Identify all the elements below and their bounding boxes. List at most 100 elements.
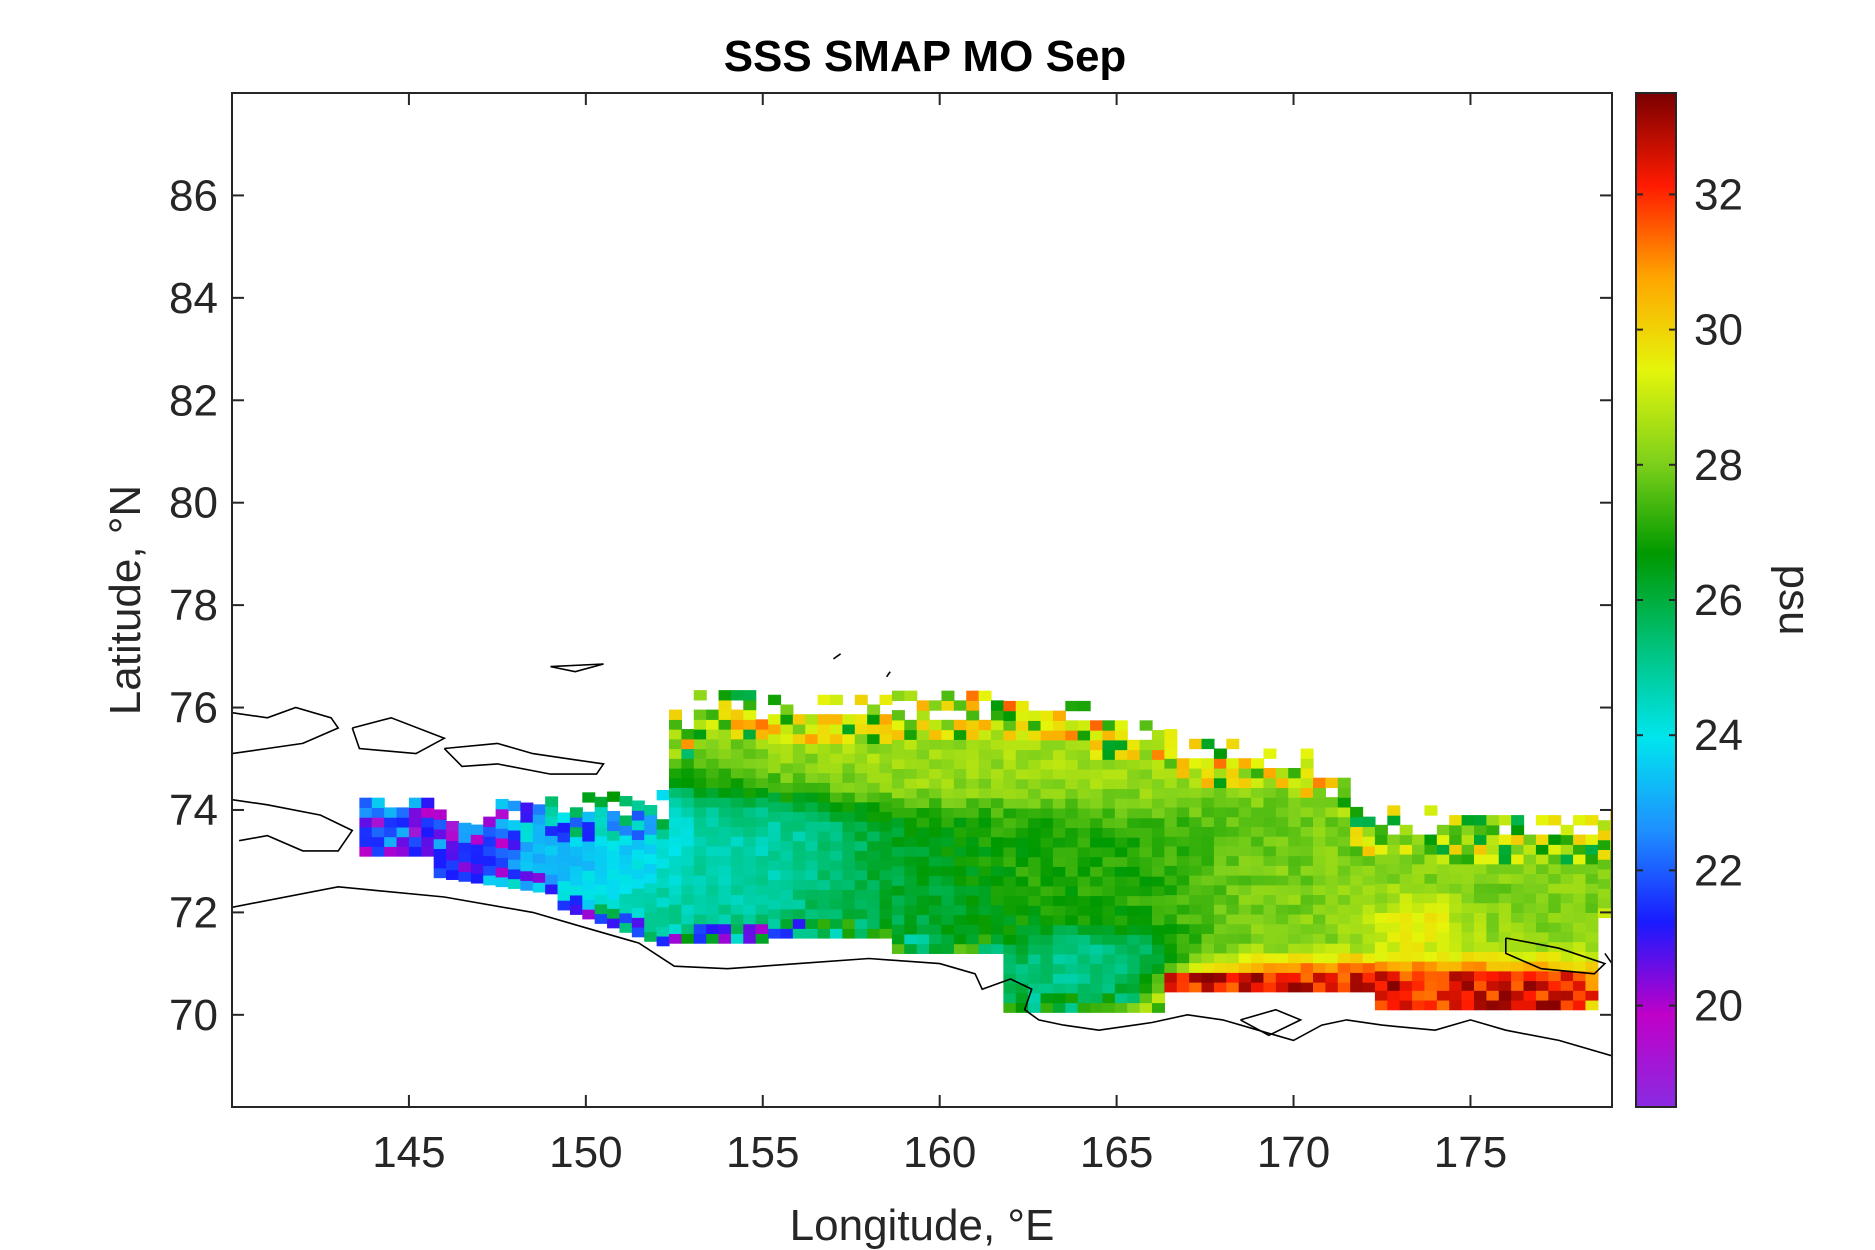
salinity-cell <box>1337 875 1351 886</box>
salinity-cell <box>1275 826 1289 837</box>
salinity-cell <box>681 845 695 857</box>
salinity-cell <box>1127 739 1141 751</box>
salinity-cell <box>1263 845 1277 857</box>
salinity-cell <box>1548 873 1562 884</box>
salinity-cell <box>1399 834 1413 845</box>
salinity-cell <box>817 908 831 920</box>
salinity-cell <box>706 836 720 847</box>
salinity-cell <box>1102 856 1116 867</box>
salinity-cell <box>706 875 720 886</box>
salinity-cell <box>1523 844 1537 855</box>
salinity-cell <box>1573 951 1587 962</box>
salinity-cell <box>1498 951 1512 962</box>
salinity-cell <box>991 710 1004 721</box>
salinity-cell <box>706 787 720 798</box>
salinity-cell <box>867 743 881 754</box>
salinity-cell <box>1560 892 1574 904</box>
salinity-cell <box>1127 983 1141 994</box>
salinity-cell <box>1325 816 1339 827</box>
salinity-cell <box>966 836 980 847</box>
salinity-cell <box>755 777 769 789</box>
salinity-cell <box>768 743 782 754</box>
salinity-cell <box>1337 797 1351 808</box>
salinity-cell <box>879 879 893 890</box>
salinity-cell <box>594 884 608 895</box>
salinity-cell <box>854 772 868 783</box>
salinity-cell <box>1164 923 1178 934</box>
salinity-cell <box>916 885 930 896</box>
salinity-cell <box>1176 962 1190 973</box>
salinity-cell <box>1337 904 1351 915</box>
salinity-cell <box>594 845 608 856</box>
salinity-cell <box>607 859 621 870</box>
salinity-cell <box>1127 885 1141 897</box>
salinity-cell <box>1313 865 1326 876</box>
salinity-cell <box>1399 902 1413 913</box>
salinity-cell <box>854 762 868 774</box>
salinity-cell <box>1399 892 1413 904</box>
salinity-cell <box>1387 941 1401 952</box>
salinity-cell <box>792 723 806 735</box>
salinity-cell <box>817 801 831 813</box>
salinity-cell <box>941 817 955 828</box>
salinity-cell <box>768 801 782 813</box>
salinity-cell <box>1114 1002 1128 1013</box>
salinity-cell <box>1040 837 1054 848</box>
salinity-cell <box>545 854 559 866</box>
x-tick-label: 145 <box>372 1128 445 1177</box>
salinity-cell <box>991 787 1004 799</box>
salinity-cell <box>1052 905 1066 916</box>
salinity-cell <box>582 899 596 910</box>
salinity-cell <box>1213 758 1227 769</box>
salinity-cell <box>743 855 757 866</box>
salinity-cell <box>1436 980 1450 991</box>
salinity-cell <box>755 836 769 847</box>
salinity-cell <box>978 758 992 770</box>
salinity-cell <box>607 908 621 919</box>
salinity-cell <box>1052 963 1066 974</box>
salinity-cell <box>904 924 918 935</box>
salinity-cell <box>1511 844 1525 855</box>
salinity-cell <box>532 852 546 864</box>
salinity-cell <box>1139 885 1153 897</box>
salinity-cell <box>669 845 682 857</box>
salinity-cell <box>1523 922 1537 933</box>
salinity-cell <box>941 894 955 906</box>
salinity-cell <box>1201 777 1215 789</box>
salinity-cell <box>1313 982 1326 993</box>
salinity-cell <box>631 897 645 909</box>
salinity-cell <box>582 811 596 823</box>
salinity-cell <box>607 810 621 822</box>
y-tick-label: 80 <box>169 479 218 528</box>
salinity-cell <box>1585 863 1599 875</box>
salinity-cell <box>1374 834 1388 845</box>
salinity-cell <box>1189 972 1203 983</box>
salinity-cell <box>953 817 967 828</box>
salinity-cell <box>1040 807 1054 819</box>
salinity-cell <box>359 846 373 857</box>
salinity-cell <box>891 690 905 701</box>
salinity-cell <box>483 816 497 827</box>
salinity-cell <box>1337 884 1351 896</box>
salinity-cell <box>619 815 633 826</box>
salinity-cell <box>891 846 905 857</box>
salinity-cell <box>681 787 695 798</box>
salinity-cell <box>1176 816 1190 827</box>
salinity-cell <box>1498 854 1512 865</box>
salinity-cell <box>1213 923 1227 934</box>
salinity-cell <box>1152 778 1165 790</box>
salinity-cell <box>929 943 943 954</box>
salinity-cell <box>1300 816 1314 827</box>
salinity-cell <box>1523 892 1537 904</box>
salinity-cell <box>1486 941 1500 952</box>
salinity-cell <box>1201 767 1215 779</box>
salinity-cell <box>532 843 546 854</box>
salinity-cell <box>1238 836 1252 847</box>
salinity-cell <box>1189 952 1203 964</box>
salinity-cell <box>669 767 682 779</box>
salinity-cell <box>953 739 967 750</box>
salinity-cell <box>1164 806 1178 818</box>
salinity-cell <box>1474 931 1487 943</box>
salinity-cell <box>1015 846 1029 858</box>
salinity-cell <box>1412 941 1426 952</box>
